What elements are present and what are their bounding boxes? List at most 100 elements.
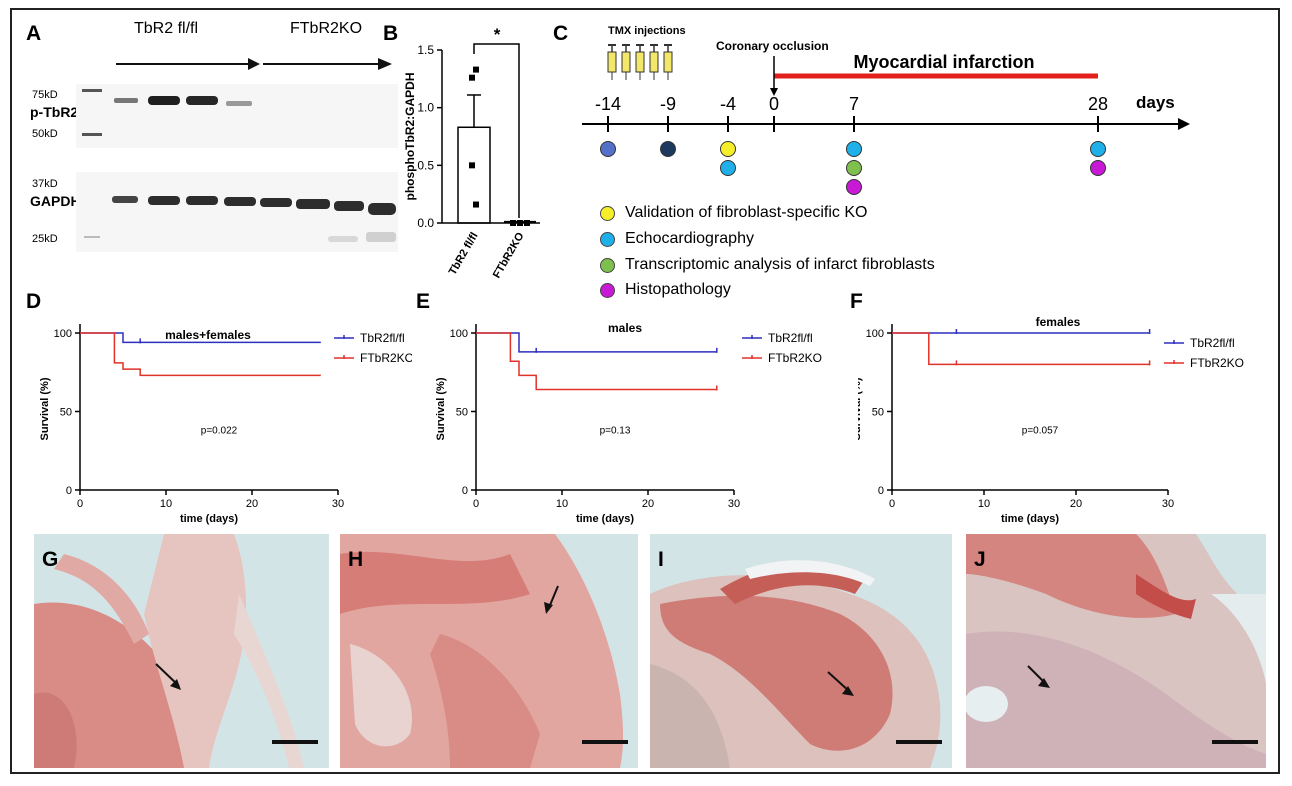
y-tick-label-1: 50 <box>872 407 884 419</box>
x-tick-label-3: 30 <box>728 498 740 510</box>
panel-label-c: C <box>553 22 569 45</box>
timeline-tick-label-0: -14 <box>595 94 621 114</box>
experimental-timeline: days -14 -9 -4 0 7 28 Myocardial infarction Coro… <box>582 25 1190 195</box>
histology-g-tissue <box>34 534 329 768</box>
y-tick-label-2: 100 <box>54 328 72 340</box>
timeline-tick-label-1: -9 <box>660 94 676 114</box>
y-tick-label-0: 0.0 <box>417 216 434 230</box>
blot-group-label-fl: TbR2 fl/fl <box>134 20 199 37</box>
ptbr2-band-1 <box>114 98 138 103</box>
legend-label-0: TbR2fl/fl <box>768 331 813 345</box>
syringe-icon <box>621 44 631 80</box>
p-value-annotation: p=0.057 <box>1022 426 1059 437</box>
ptbr2-band-2 <box>148 96 180 105</box>
y-tick-label-1: 50 <box>456 407 468 419</box>
timepoint-dot-3-0 <box>846 141 862 157</box>
legend-dot-magenta <box>600 282 615 298</box>
legend-label-histopathology: Histopathology <box>625 281 731 298</box>
panel-label-d: D <box>26 290 42 313</box>
p-value-annotation: p=0.022 <box>201 426 238 437</box>
syringe-barrel <box>607 51 617 73</box>
timepoint-dot-1-0 <box>660 141 676 157</box>
syringe-icon <box>607 44 617 80</box>
legend-dot-yellow <box>600 205 615 221</box>
timeline-unit-label: days <box>1136 93 1175 112</box>
y-tick-label-2: 100 <box>450 328 468 340</box>
panel-label-j: J <box>974 548 986 571</box>
timeline-tick-label-3: 0 <box>769 94 779 114</box>
y-tick-label-0: 0 <box>462 485 468 497</box>
survival-curve-1 <box>80 332 321 377</box>
survival-curve-1 <box>476 332 717 391</box>
y-tick-label-0: 0 <box>66 485 72 497</box>
panel-label-e: E <box>416 290 431 313</box>
legend-item-transcriptomic: Transcriptomic analysis of infarct fibro… <box>600 256 935 274</box>
occlusion-arrowhead <box>770 88 778 96</box>
legend-label-validation: Validation of fibroblast-specific KO <box>625 204 868 221</box>
y-axis-label: Survival (%) <box>435 377 447 440</box>
legend-label-echo: Echocardiography <box>625 230 754 247</box>
bar-0 <box>457 126 491 224</box>
syringe-barrel <box>621 51 631 73</box>
x-tick-label-0: 0 <box>889 498 895 510</box>
y-tick-label-2: 100 <box>866 328 884 340</box>
legend-label-transcriptomic: Transcriptomic analysis of infarct fibro… <box>625 256 935 273</box>
x-tick-label-0: 0 <box>77 498 83 510</box>
legend-label-1: FTbR2KO <box>360 351 412 365</box>
x-tick-label-1: FTbR2KO <box>491 230 527 280</box>
timepoint-dot-2-0 <box>720 141 736 157</box>
timepoint-dot-2-1 <box>720 160 736 176</box>
panel-label-h: H <box>348 548 364 571</box>
marker-75kd: 75kD <box>32 89 58 101</box>
data-point-1-0 <box>510 220 516 226</box>
panel-label-a: A <box>26 22 42 45</box>
syringe-barrel <box>663 51 673 73</box>
ptbr2-band-4 <box>226 101 252 106</box>
timeline-axis-arrowhead <box>1178 118 1190 130</box>
survival-curve-0 <box>476 332 717 353</box>
timepoint-dot-3-2 <box>846 179 862 195</box>
data-point-0-0 <box>469 162 475 169</box>
y-tick-label-2: 1.0 <box>417 101 434 115</box>
occlusion-label: Coronary occlusion <box>716 39 829 53</box>
histology-h-tissue <box>340 534 638 768</box>
p-value-annotation: p=0.13 <box>600 426 631 437</box>
x-tick-label-1: 10 <box>160 498 172 510</box>
syringe-icon <box>663 44 673 80</box>
histology-image-i: I <box>650 534 952 768</box>
chart-title: males <box>608 321 642 335</box>
y-tick-label-1: 50 <box>60 407 72 419</box>
timepoint-dot-4-1 <box>1090 160 1106 176</box>
timeline-tick-label-5: 28 <box>1088 94 1108 114</box>
data-point-0-3 <box>473 201 479 208</box>
histology-image-j: J <box>966 534 1266 768</box>
legend-item-echo: Echocardiography <box>600 230 754 248</box>
timeline-tick-label-4: 7 <box>849 94 859 114</box>
panel-label-i: I <box>658 548 664 571</box>
x-tick-label-0: TbR2 fl/fl <box>447 231 481 278</box>
blot-group-label-ko: FTbR2KO <box>290 20 363 37</box>
x-tick-label-2: 20 <box>642 498 654 510</box>
chart-f: 0 50 100 0 10 20 30 time (days) Survival (%) fema… <box>858 315 1244 525</box>
blot-ptbr2-membrane <box>76 84 398 148</box>
data-point-1-1 <box>517 220 523 226</box>
blot-row-label-ptbr2: p-TbR2 <box>30 104 79 120</box>
syringe-plunger-cap <box>636 44 644 46</box>
syringe-barrel <box>649 51 659 73</box>
x-tick-label-3: 30 <box>1162 498 1174 510</box>
timepoint-dot-3-1 <box>846 160 862 176</box>
histology-image-h: H <box>340 534 638 768</box>
scale-bar-h <box>582 740 628 744</box>
timeline-tick-label-2: -4 <box>720 94 736 114</box>
blot-group-arrows <box>116 58 392 70</box>
survival-curve-1 <box>892 332 1150 366</box>
data-point-1-2 <box>524 220 530 226</box>
syringe-icon <box>649 44 659 80</box>
histology-i-tissue <box>650 534 952 768</box>
x-tick-label-2: 20 <box>1070 498 1082 510</box>
x-tick-label-3: 30 <box>332 498 344 510</box>
scale-bar-j <box>1212 740 1258 744</box>
scale-bar-i <box>896 740 942 744</box>
legend-dot-cyan <box>600 231 615 247</box>
x-tick-label-0: 0 <box>473 498 479 510</box>
